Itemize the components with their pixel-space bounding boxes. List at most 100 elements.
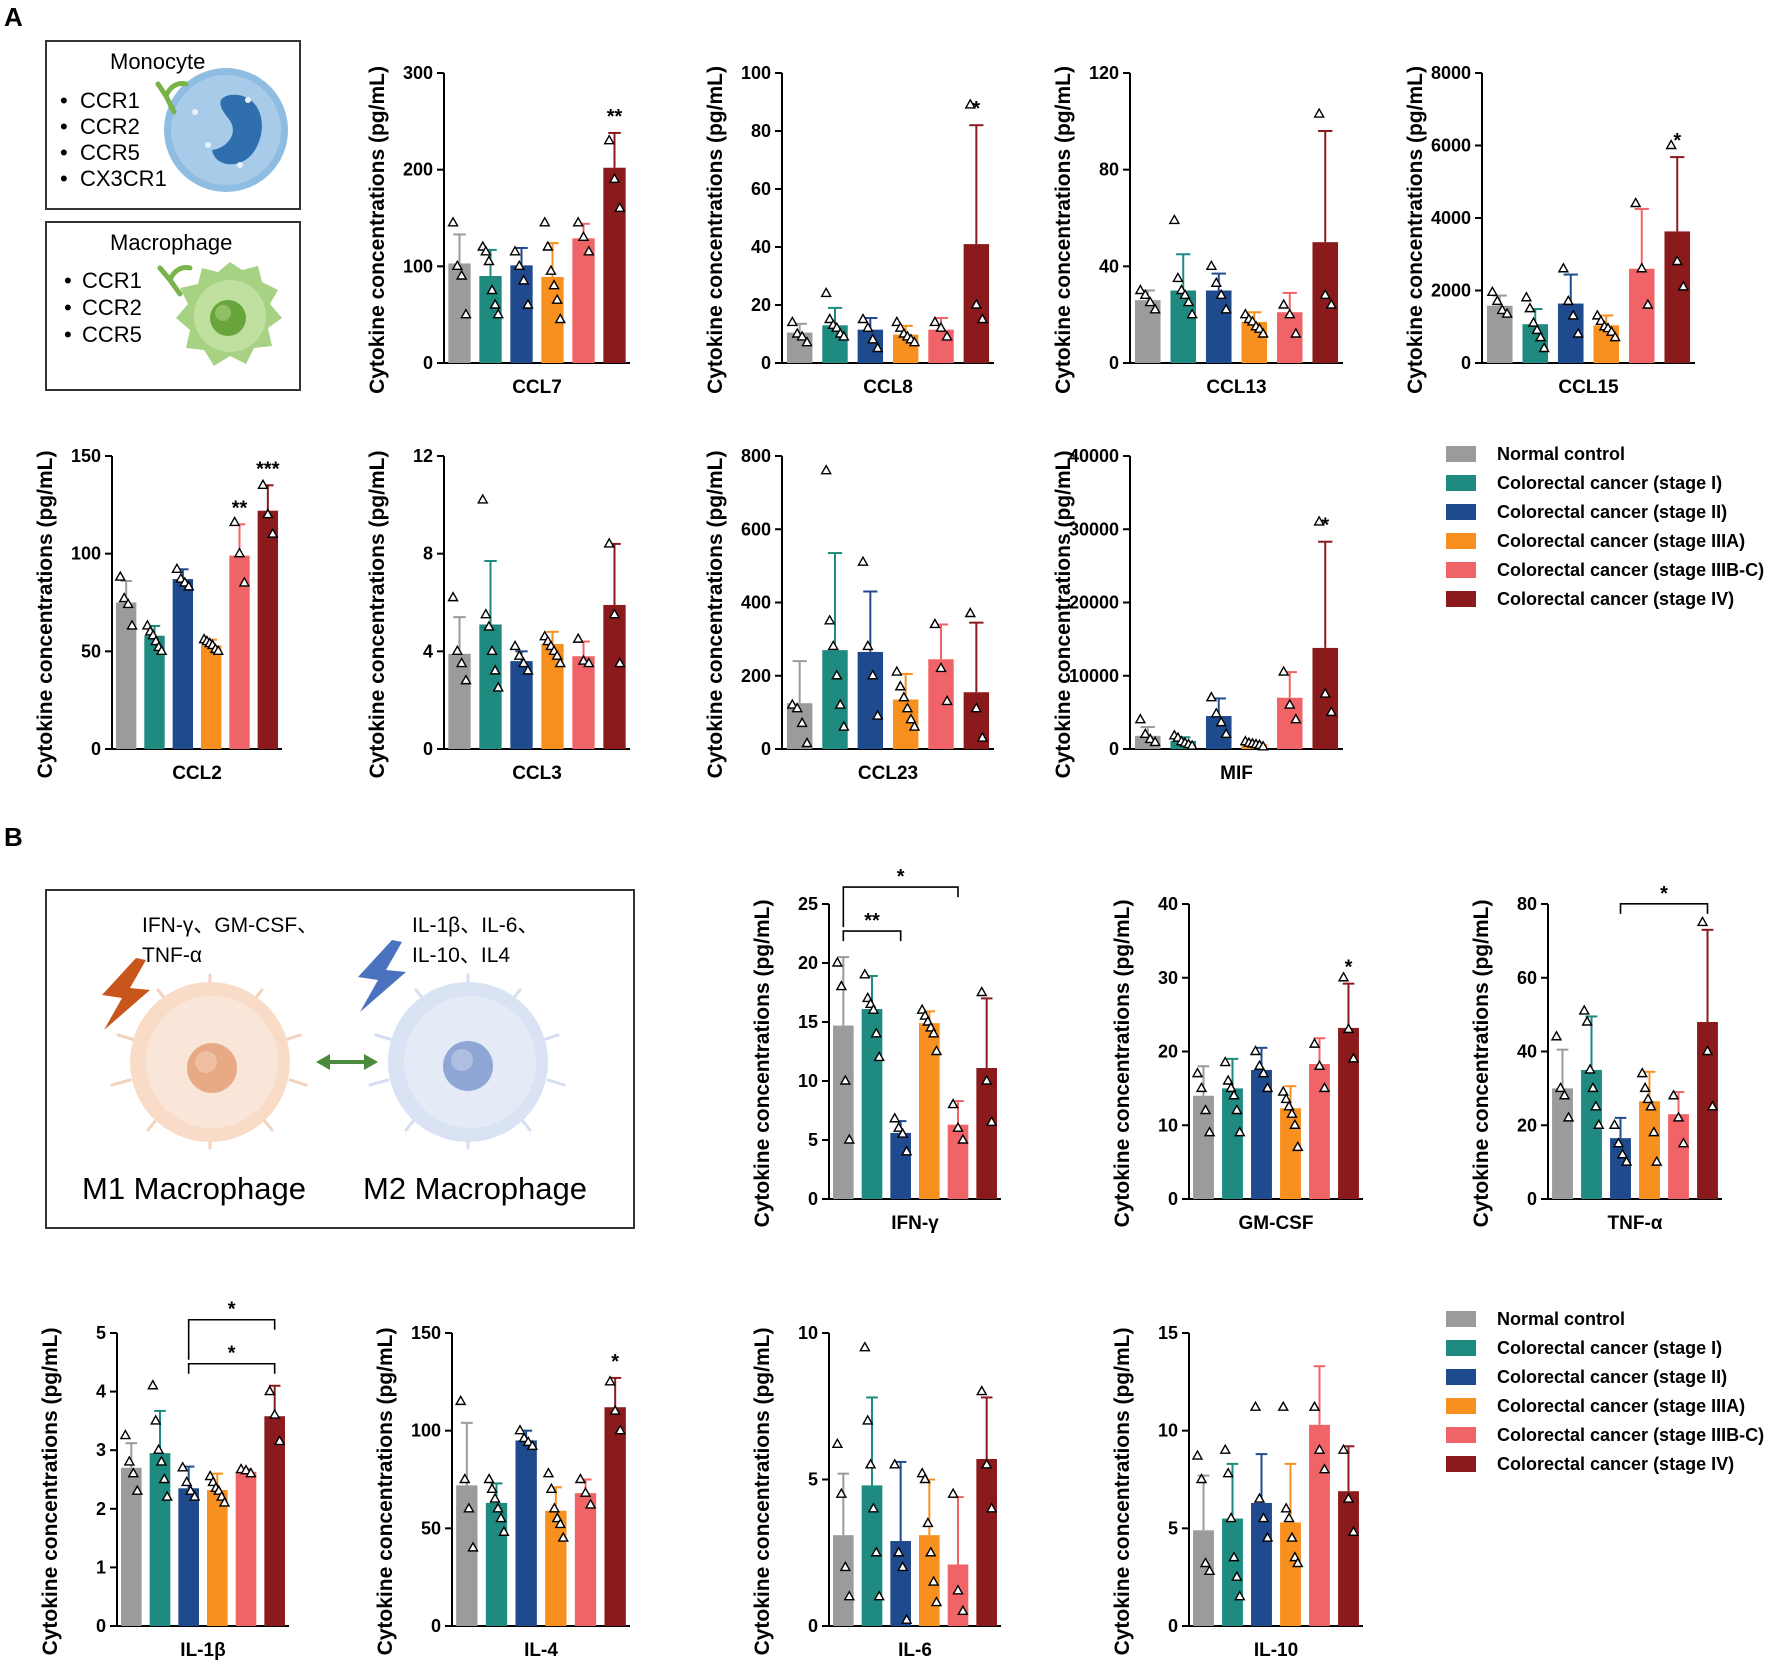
data-point (870, 1027, 882, 1038)
data-point (480, 608, 492, 619)
data-point (1609, 331, 1621, 342)
y-tick-label: 0 (1168, 1616, 1178, 1636)
y-tick-label: 2000 (1431, 281, 1471, 301)
data-point (1199, 1557, 1212, 1568)
m2-macrophage-cell-icon (368, 973, 566, 1150)
y-tick-label: 15 (798, 1012, 818, 1032)
m1-macrophage-label: M1 Macrophage (82, 1171, 306, 1206)
data-point (976, 1385, 988, 1396)
data-point (1572, 327, 1584, 338)
data-point (1313, 107, 1325, 118)
y-axis-label: Cytokine concentrations (pg/mL) (366, 451, 389, 779)
y-tick-label: 100 (411, 1421, 441, 1441)
y-tick-label: 80 (1517, 894, 1537, 914)
data-point (218, 1496, 231, 1507)
data-point (834, 698, 846, 709)
data-point (1612, 1137, 1625, 1148)
data-point (463, 1502, 475, 1513)
data-point (970, 298, 983, 309)
m2-signals-line2: IL-10、IL4 (412, 944, 510, 967)
data-point (1558, 1089, 1571, 1100)
chart-ccl8: 0 20 40 60 80 100 Cytokine concentrations (pg/… (704, 63, 994, 398)
y-tick-label: 5 (808, 1470, 818, 1490)
data-point (1283, 1100, 1295, 1111)
significance-star: * (897, 866, 905, 888)
data-point (608, 172, 621, 184)
data-point (1186, 308, 1198, 319)
bar (1222, 1518, 1243, 1626)
data-point (1277, 1400, 1289, 1411)
data-point (480, 245, 492, 256)
data-point (150, 1414, 162, 1425)
legend-swatch (1446, 1427, 1476, 1443)
y-tick-label: 600 (741, 519, 771, 539)
data-point (892, 1546, 905, 1557)
data-point (1225, 1512, 1237, 1523)
data-point (1231, 1104, 1243, 1115)
chart-ifn-gamma: 0 5 10 15 20 25 Cytokine concentrations (pg/mL… (751, 866, 1001, 1234)
bar (1338, 1027, 1359, 1199)
data-point (609, 1404, 621, 1415)
data-point (831, 956, 844, 967)
data-point (486, 644, 498, 656)
y-tick-label: 0 (808, 1189, 818, 1209)
legend-label: Colorectal cancer (stage I) (1497, 473, 1722, 493)
data-point (1636, 262, 1648, 273)
data-point (614, 201, 626, 213)
y-tick-label: 2 (96, 1499, 106, 1519)
bar (448, 263, 471, 363)
panel-label-b: B (4, 822, 23, 852)
bar (1338, 1491, 1359, 1626)
macrophage-receptor: CCR2 (82, 295, 142, 320)
data-point (820, 464, 832, 475)
y-tick-label: 0 (1527, 1189, 1537, 1209)
x-axis-title: IL-4 (524, 1640, 558, 1661)
y-tick-label: 10000 (1069, 666, 1119, 686)
y-tick-label: 20000 (1069, 593, 1119, 613)
y-tick-label: 6000 (1431, 136, 1471, 156)
legend-swatch (1446, 1311, 1476, 1327)
data-point (1318, 1463, 1331, 1474)
data-point (1642, 298, 1654, 309)
data-point (1234, 1126, 1246, 1137)
data-point (957, 1133, 969, 1144)
y-tick-label: 3 (96, 1440, 106, 1460)
x-axis-title: CCL2 (172, 763, 222, 784)
y-tick-label: 150 (71, 446, 101, 466)
data-point (572, 632, 584, 643)
data-point (976, 731, 989, 742)
data-point (1608, 1118, 1621, 1129)
monocyte-title: Monocyte (110, 49, 205, 74)
data-point (859, 968, 871, 979)
data-point (574, 1473, 587, 1484)
y-tick-label: 100 (403, 256, 433, 276)
chart-ccl7: 0 100 200 300 Cytokine concentrations (pg/mL… (366, 63, 630, 398)
legend-swatch (1446, 562, 1476, 578)
data-point (1199, 1104, 1212, 1115)
data-point (184, 1484, 197, 1495)
data-point (1220, 727, 1232, 739)
data-point (1672, 1111, 1685, 1122)
data-point (1290, 327, 1302, 338)
chart-il-1beta: 0 1 2 3 4 5 Cytokine concentrations (pg/mL) IL-… (39, 1299, 289, 1661)
data-point (451, 259, 464, 271)
data-point (919, 1473, 931, 1484)
significance-bracket (842, 886, 959, 928)
y-tick-label: 30000 (1069, 519, 1119, 539)
data-point (127, 1467, 140, 1478)
data-point (1318, 1081, 1331, 1093)
data-point (892, 1121, 905, 1132)
data-point (862, 321, 874, 332)
y-axis-label: Cytokine concentrations (pg/mL) (1111, 1328, 1134, 1656)
data-point (1581, 1015, 1593, 1026)
y-tick-label: 1 (96, 1557, 106, 1577)
data-point (1593, 1118, 1605, 1129)
data-point (1284, 308, 1296, 319)
data-point (1280, 1502, 1292, 1513)
data-point (614, 1424, 626, 1435)
data-point (824, 614, 836, 625)
y-tick-label: 0 (1461, 353, 1471, 373)
data-point (898, 691, 910, 702)
data-point (522, 664, 534, 675)
